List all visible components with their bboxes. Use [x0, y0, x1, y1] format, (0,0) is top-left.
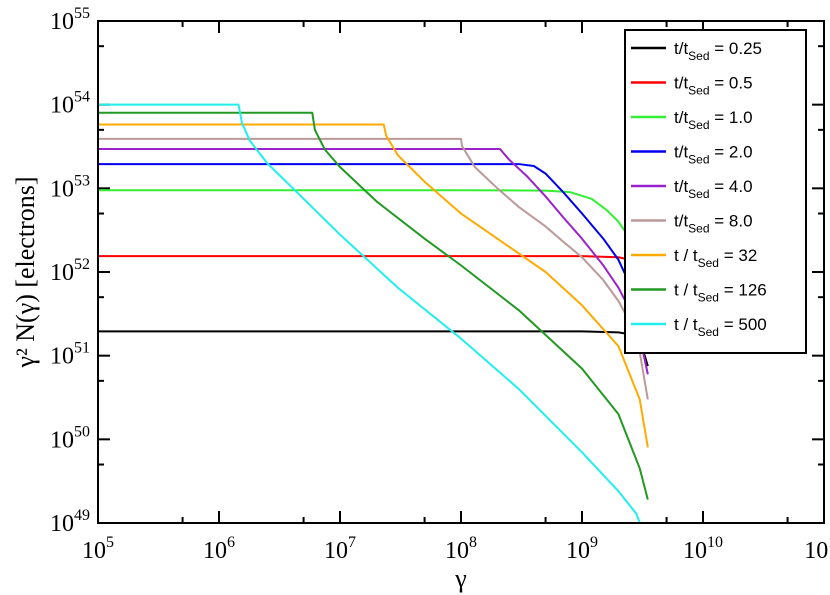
series-line-8: [98, 111, 649, 500]
series-line-3: [98, 189, 649, 328]
legend-label-8: t / tSed = 126: [674, 281, 767, 305]
plot-frame: [97, 20, 825, 524]
y-tick-label: 1050: [50, 423, 90, 453]
series-line-6: [98, 137, 649, 400]
y-axis-title: γ² N(γ) [electrons]: [11, 176, 40, 368]
y-tick-label: 1052: [50, 256, 90, 286]
legend-label-2: t/tSed = 0.5: [674, 74, 753, 98]
x-tick-label: 1010: [683, 534, 723, 564]
y-tick-label: 1054: [50, 89, 90, 119]
series-line-7: [98, 123, 649, 448]
x-axis-title: γ: [454, 564, 467, 593]
tick-labels: 105 106 107 108 109 1010 1011 1049 1050 1051 1052 1…: [50, 5, 830, 564]
y-tick-label: 1049: [50, 507, 90, 537]
series-line-9: [98, 103, 641, 523]
legend-label-9: t / tSed = 500: [674, 315, 767, 339]
legend-label-6: t/tSed = 8.0: [674, 212, 753, 236]
legend-label-5: t/tSed = 4.0: [674, 177, 753, 201]
x-tick-label: 1011: [804, 534, 830, 564]
x-tick-label: 109: [566, 534, 598, 564]
series-lines: [98, 103, 649, 523]
legend-label-3: t/tSed = 1.0: [674, 108, 753, 132]
series-line-1: [98, 330, 649, 367]
series-line-2: [98, 255, 649, 335]
series-line-5: [98, 148, 649, 375]
x-tick-label: 108: [445, 534, 477, 564]
y-tick-label: 1051: [50, 340, 90, 370]
x-tick-label: 105: [82, 534, 114, 564]
y-tick-label: 1055: [50, 5, 90, 35]
legend-box: [624, 29, 807, 354]
legend-label-1: t/tSed = 0.25: [674, 39, 762, 63]
legend-label-7: t / tSed = 32: [674, 246, 757, 270]
legend: t/tSed = 0.25 t/tSed = 0.5 t/tSed = 1.0 t/t…: [624, 29, 807, 354]
x-tick-label: 107: [324, 534, 356, 564]
legend-label-4: t/tSed = 2.0: [674, 143, 753, 167]
y-tick-label: 1053: [50, 172, 90, 202]
x-tick-label: 106: [203, 534, 235, 564]
